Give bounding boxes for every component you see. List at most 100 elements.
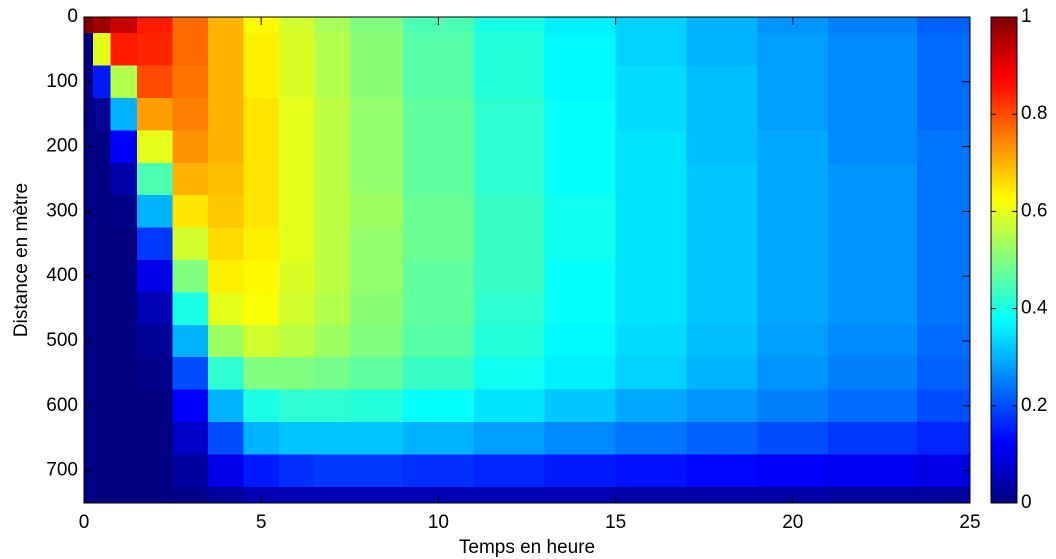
heat-cell xyxy=(172,162,209,196)
heat-cell xyxy=(137,227,174,261)
heat-cell xyxy=(314,162,351,196)
heat-cell xyxy=(278,162,315,196)
y-tick-label: 400 xyxy=(46,265,78,286)
heat-cell xyxy=(92,292,112,326)
heat-cell xyxy=(243,422,280,455)
heat-cell xyxy=(278,195,315,229)
heat-cell xyxy=(110,389,138,423)
heat-cell xyxy=(349,98,404,131)
heat-cell xyxy=(686,17,758,34)
heat-cell xyxy=(828,422,918,455)
heat-cell xyxy=(615,130,688,164)
heat-cell xyxy=(473,324,546,358)
heat-cell xyxy=(402,130,475,164)
y-tick-label: 700 xyxy=(46,460,78,481)
heat-cell xyxy=(544,486,617,504)
heat-cell xyxy=(473,422,546,455)
heat-cell xyxy=(84,17,94,34)
heat-cell xyxy=(615,227,688,261)
heat-cell xyxy=(314,227,351,261)
heat-cell xyxy=(278,486,315,504)
heat-cell xyxy=(243,65,280,99)
x-tick-label: 10 xyxy=(428,512,449,533)
heat-cell xyxy=(757,454,829,488)
heat-cell xyxy=(916,33,971,67)
heat-cell xyxy=(243,357,280,391)
heat-cell xyxy=(92,454,112,488)
heat-cell xyxy=(686,292,758,326)
heat-cell xyxy=(314,98,351,131)
heat-cell xyxy=(278,454,315,488)
heat-cell xyxy=(172,17,209,34)
heat-cell xyxy=(686,486,758,504)
heat-cell xyxy=(615,17,688,34)
heat-cell xyxy=(84,98,94,131)
heat-cell xyxy=(349,130,404,164)
heat-cell xyxy=(92,130,112,164)
heat-cell xyxy=(615,422,688,455)
heat-cell xyxy=(137,422,174,455)
heat-cell xyxy=(757,324,829,358)
heat-cell xyxy=(473,33,546,67)
colorbar-tick-label: 0.6 xyxy=(1021,200,1047,221)
heat-cell xyxy=(208,357,245,391)
heat-cell xyxy=(473,130,546,164)
heat-cell xyxy=(402,65,475,99)
heat-cell xyxy=(402,195,475,229)
x-tick-label: 15 xyxy=(605,512,626,533)
heat-cell xyxy=(172,454,209,488)
heat-cell xyxy=(615,33,688,67)
heat-cell xyxy=(137,17,174,34)
heat-cell xyxy=(208,130,245,164)
heat-cell xyxy=(92,422,112,455)
heat-cell xyxy=(110,130,138,164)
heat-cell xyxy=(314,292,351,326)
heat-cell xyxy=(916,357,971,391)
heat-cell xyxy=(208,17,245,34)
heat-cell xyxy=(828,17,918,34)
heat-cell xyxy=(172,357,209,391)
heat-cell xyxy=(757,65,829,99)
heat-cell xyxy=(916,486,971,504)
heat-cell xyxy=(544,454,617,488)
heat-cell xyxy=(349,195,404,229)
heat-cell xyxy=(314,357,351,391)
heat-cell xyxy=(137,98,174,131)
heat-cell xyxy=(314,65,351,99)
heat-cell xyxy=(757,357,829,391)
heat-cell xyxy=(84,33,94,67)
x-tick-label: 5 xyxy=(256,512,267,533)
heat-cell xyxy=(828,162,918,196)
heat-cell xyxy=(110,162,138,196)
heat-cell xyxy=(110,292,138,326)
heat-cell xyxy=(828,486,918,504)
heat-cell xyxy=(172,260,209,293)
heat-cell xyxy=(402,324,475,358)
heat-cell xyxy=(757,227,829,261)
colorbar-tick-label: 0.4 xyxy=(1021,298,1048,319)
heat-cell xyxy=(172,422,209,455)
heat-cell xyxy=(208,33,245,67)
heat-cell xyxy=(278,98,315,131)
heat-cell xyxy=(349,162,404,196)
heat-cell xyxy=(615,260,688,293)
heat-cell xyxy=(916,389,971,423)
heat-cell xyxy=(828,33,918,67)
heat-cell xyxy=(402,260,475,293)
heat-cell xyxy=(208,422,245,455)
heat-cell xyxy=(349,357,404,391)
heat-cell xyxy=(686,389,758,423)
heat-cell xyxy=(828,389,918,423)
heatmap xyxy=(84,17,971,504)
heat-cell xyxy=(473,65,546,99)
heat-cell xyxy=(92,324,112,358)
heat-cell xyxy=(243,130,280,164)
y-axis-label: Distance en mètre xyxy=(11,183,32,337)
heat-cell xyxy=(84,486,94,504)
heat-cell xyxy=(349,454,404,488)
heat-cell xyxy=(828,324,918,358)
heat-cell xyxy=(757,17,829,34)
heat-cell xyxy=(110,454,138,488)
heat-cell xyxy=(916,260,971,293)
heat-cell xyxy=(686,454,758,488)
